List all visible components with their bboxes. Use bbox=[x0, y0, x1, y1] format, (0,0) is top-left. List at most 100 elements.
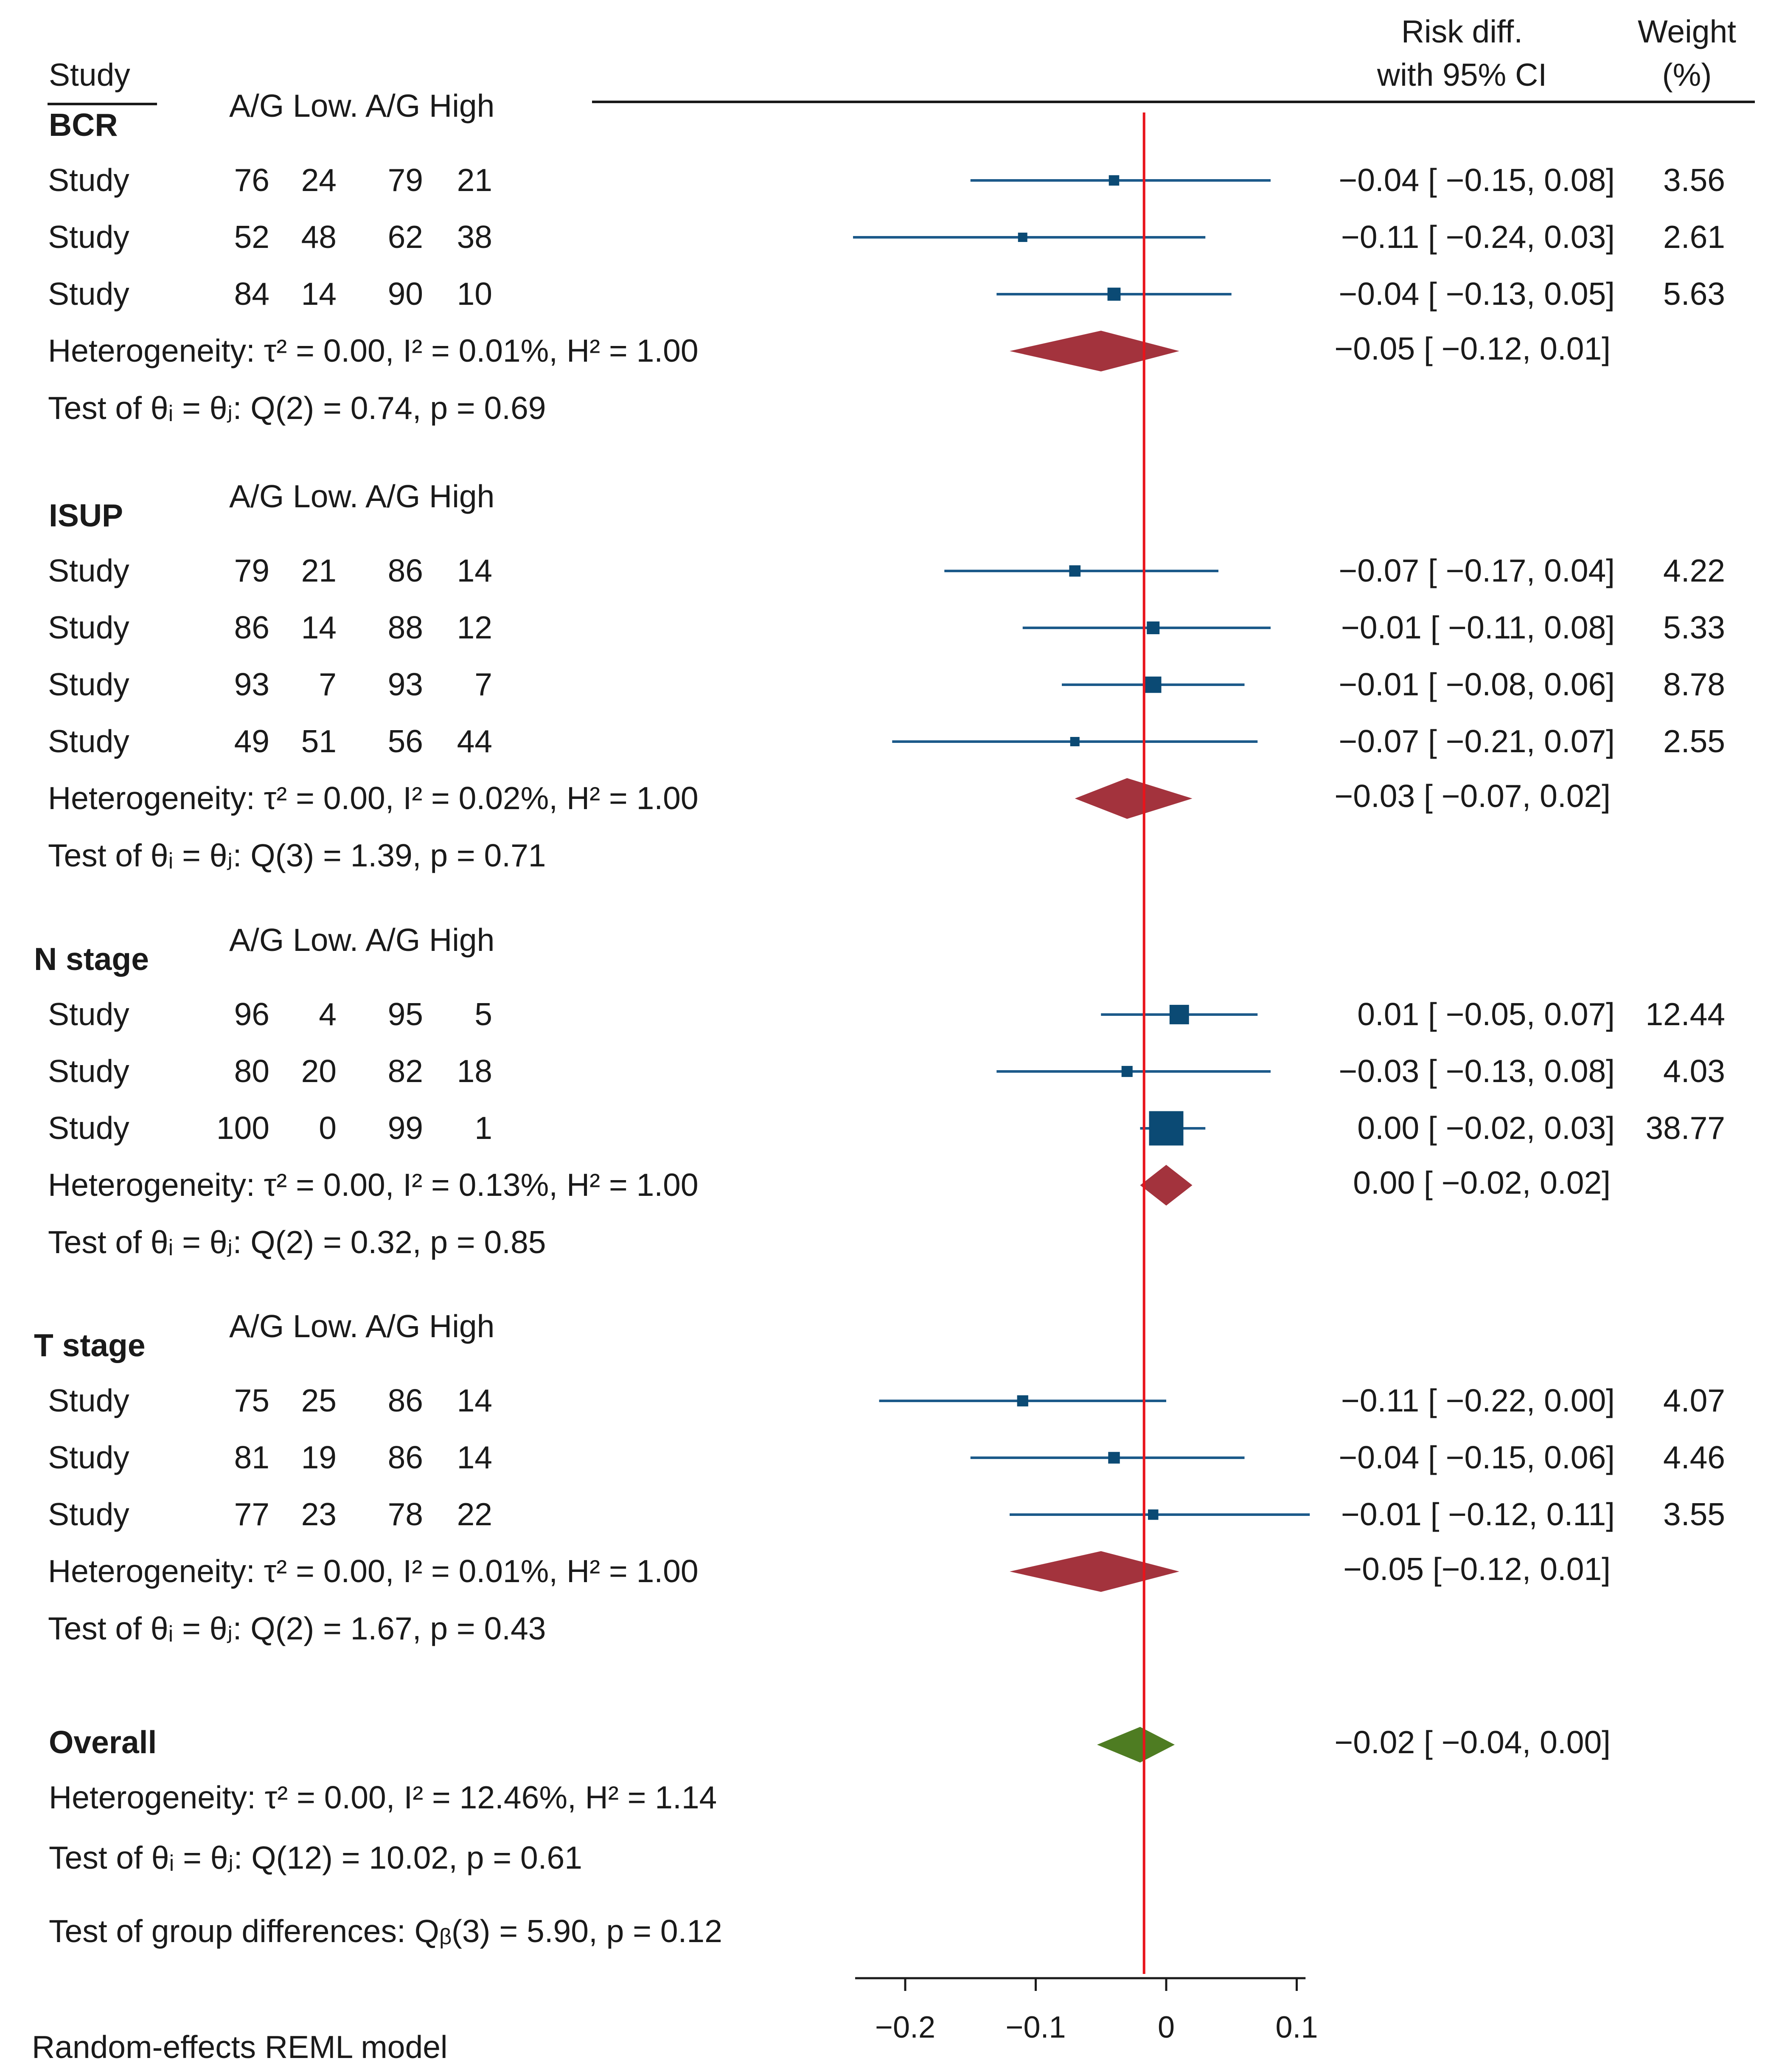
study-label: Study bbox=[48, 162, 129, 198]
study-label: Study bbox=[48, 1053, 129, 1089]
study-row: Study 76 24 79 21 −0.04 [ −0.15, 0.08] 3.56 bbox=[48, 162, 1725, 198]
header-weight-line1: Weight bbox=[1638, 14, 1736, 49]
study-count: 51 bbox=[301, 723, 337, 759]
study-label: Study bbox=[48, 723, 129, 759]
study-count: 79 bbox=[234, 553, 269, 588]
pooled-ci-text: −0.05 [−0.12, 0.01] bbox=[1343, 1551, 1611, 1587]
study-weight: 5.63 bbox=[1663, 276, 1725, 312]
study-marker bbox=[1169, 1005, 1189, 1024]
study-count: 90 bbox=[388, 276, 423, 312]
pooled-heterogeneity: Heterogeneity: τ² = 0.00, I² = 0.01%, H²… bbox=[48, 333, 699, 368]
study-label: Study bbox=[48, 666, 129, 702]
study-count: 19 bbox=[301, 1439, 337, 1475]
study-count: 52 bbox=[234, 219, 269, 255]
overall-section: Overall −0.02 [ −0.04, 0.00] Heterogeneity… bbox=[49, 1724, 1611, 1949]
study-weight: 8.78 bbox=[1663, 666, 1725, 702]
study-count: 7 bbox=[474, 666, 492, 702]
study-count: 22 bbox=[457, 1496, 492, 1532]
study-count: 81 bbox=[234, 1439, 269, 1475]
study-count: 21 bbox=[301, 553, 337, 588]
header-effect-line2: with 95% CI bbox=[1377, 57, 1547, 93]
study-weight: 4.22 bbox=[1663, 553, 1725, 588]
subgroup-diamond bbox=[1075, 778, 1193, 819]
group-title: ISUP bbox=[49, 498, 123, 533]
subgroup-diamond bbox=[1010, 1551, 1179, 1592]
group-isup: ISUP A/G Low. A/G High Study 79 21 86 14 −0.07 … bbox=[48, 478, 1725, 873]
study-count: 86 bbox=[388, 1383, 423, 1418]
marks-layer bbox=[853, 112, 1310, 1974]
study-weight: 2.55 bbox=[1663, 723, 1725, 759]
study-count: 5 bbox=[474, 996, 492, 1032]
group-n-stage: N stage A/G Low. A/G High Study 96 4 95 5 0.01 … bbox=[34, 922, 1725, 1260]
overall-title: Overall bbox=[49, 1724, 157, 1760]
pooled-test: Test of θᵢ = θⱼ: Q(3) = 1.39, p = 0.71 bbox=[48, 838, 546, 873]
study-row: Study 75 25 86 14 −0.11 [ −0.22, 0.00] 4.07 bbox=[48, 1383, 1725, 1418]
study-ci-text: 0.01 [ −0.05, 0.07] bbox=[1357, 996, 1615, 1032]
study-label: Study bbox=[48, 276, 129, 312]
subgroup-diamond bbox=[1140, 1165, 1193, 1206]
group-column-headers: A/G Low. A/G High bbox=[229, 478, 494, 514]
study-count: 49 bbox=[234, 723, 269, 759]
study-count: 79 bbox=[388, 162, 423, 198]
study-count: 23 bbox=[301, 1496, 337, 1532]
study-count: 96 bbox=[234, 996, 269, 1032]
group-bcr: BCR A/G Low. A/G High Study 76 24 79 21 −0.04 [… bbox=[48, 88, 1725, 426]
study-row: Study 77 23 78 22 −0.01 [ −0.12, 0.11] 3.55 bbox=[48, 1496, 1725, 1532]
model-note: Random-effects REML model bbox=[32, 2029, 448, 2065]
study-count: 100 bbox=[216, 1110, 269, 1146]
study-count: 62 bbox=[388, 219, 423, 255]
study-count: 18 bbox=[457, 1053, 492, 1089]
study-marker bbox=[1070, 737, 1080, 746]
group-column-headers: A/G Low. A/G High bbox=[229, 88, 494, 124]
group-title: T stage bbox=[34, 1327, 146, 1363]
study-weight: 4.46 bbox=[1663, 1439, 1725, 1475]
study-count: 77 bbox=[234, 1496, 269, 1532]
pooled-ci-text: 0.00 [ −0.02, 0.02] bbox=[1353, 1165, 1611, 1200]
study-label: Study bbox=[48, 1496, 129, 1532]
study-weight: 4.07 bbox=[1663, 1383, 1725, 1418]
x-axis: −0.2 −0.1 0 0.1 bbox=[875, 1978, 1318, 2044]
study-weight: 5.33 bbox=[1663, 610, 1725, 645]
x-axis-tick-label: 0.1 bbox=[1275, 2010, 1318, 2044]
x-axis-tick-label: 0 bbox=[1158, 2010, 1175, 2044]
study-count: 0 bbox=[319, 1110, 337, 1146]
pooled-heterogeneity: Heterogeneity: τ² = 0.00, I² = 0.02%, H²… bbox=[48, 780, 699, 816]
study-count: 86 bbox=[388, 553, 423, 588]
header-study: Study bbox=[49, 57, 130, 93]
study-count: 24 bbox=[301, 162, 337, 198]
study-weight: 2.61 bbox=[1663, 219, 1725, 255]
study-ci-text: −0.04 [ −0.15, 0.06] bbox=[1339, 1439, 1615, 1475]
group-title: BCR bbox=[49, 107, 118, 143]
overall-ci-text: −0.02 [ −0.04, 0.00] bbox=[1334, 1724, 1611, 1760]
study-marker bbox=[1107, 287, 1121, 301]
study-count: 20 bbox=[301, 1053, 337, 1089]
pooled-test: Test of θᵢ = θⱼ: Q(2) = 0.74, p = 0.69 bbox=[48, 390, 546, 426]
study-row: Study 93 7 93 7 −0.01 [ −0.08, 0.06] 8.78 bbox=[48, 666, 1725, 702]
study-marker bbox=[1121, 1066, 1133, 1077]
study-weight: 38.77 bbox=[1645, 1110, 1725, 1146]
study-label: Study bbox=[48, 219, 129, 255]
group-column-headers: A/G Low. A/G High bbox=[229, 922, 494, 958]
study-label: Study bbox=[48, 610, 129, 645]
study-ci-text: −0.01 [ −0.12, 0.11] bbox=[1341, 1496, 1615, 1532]
study-ci-text: −0.01 [ −0.08, 0.06] bbox=[1339, 666, 1615, 702]
study-count: 93 bbox=[234, 666, 269, 702]
study-ci-text: −0.04 [ −0.15, 0.08] bbox=[1339, 162, 1615, 198]
study-count: 21 bbox=[457, 162, 492, 198]
header-weight-line2: (%) bbox=[1662, 57, 1712, 93]
study-count: 48 bbox=[301, 219, 337, 255]
group-column-headers: A/G Low. A/G High bbox=[229, 1308, 494, 1344]
study-label: Study bbox=[48, 553, 129, 588]
study-count: 10 bbox=[457, 276, 492, 312]
x-axis-tick-label: −0.2 bbox=[875, 2010, 935, 2044]
study-ci-text: 0.00 [ −0.02, 0.03] bbox=[1357, 1110, 1615, 1146]
study-count: 12 bbox=[457, 610, 492, 645]
study-weight: 4.03 bbox=[1663, 1053, 1725, 1089]
study-row: Study 80 20 82 18 −0.03 [ −0.13, 0.08] 4.03 bbox=[48, 1053, 1725, 1089]
study-marker bbox=[1069, 565, 1081, 577]
study-count: 14 bbox=[457, 1439, 492, 1475]
study-count: 75 bbox=[234, 1383, 269, 1418]
study-marker bbox=[1147, 621, 1160, 635]
